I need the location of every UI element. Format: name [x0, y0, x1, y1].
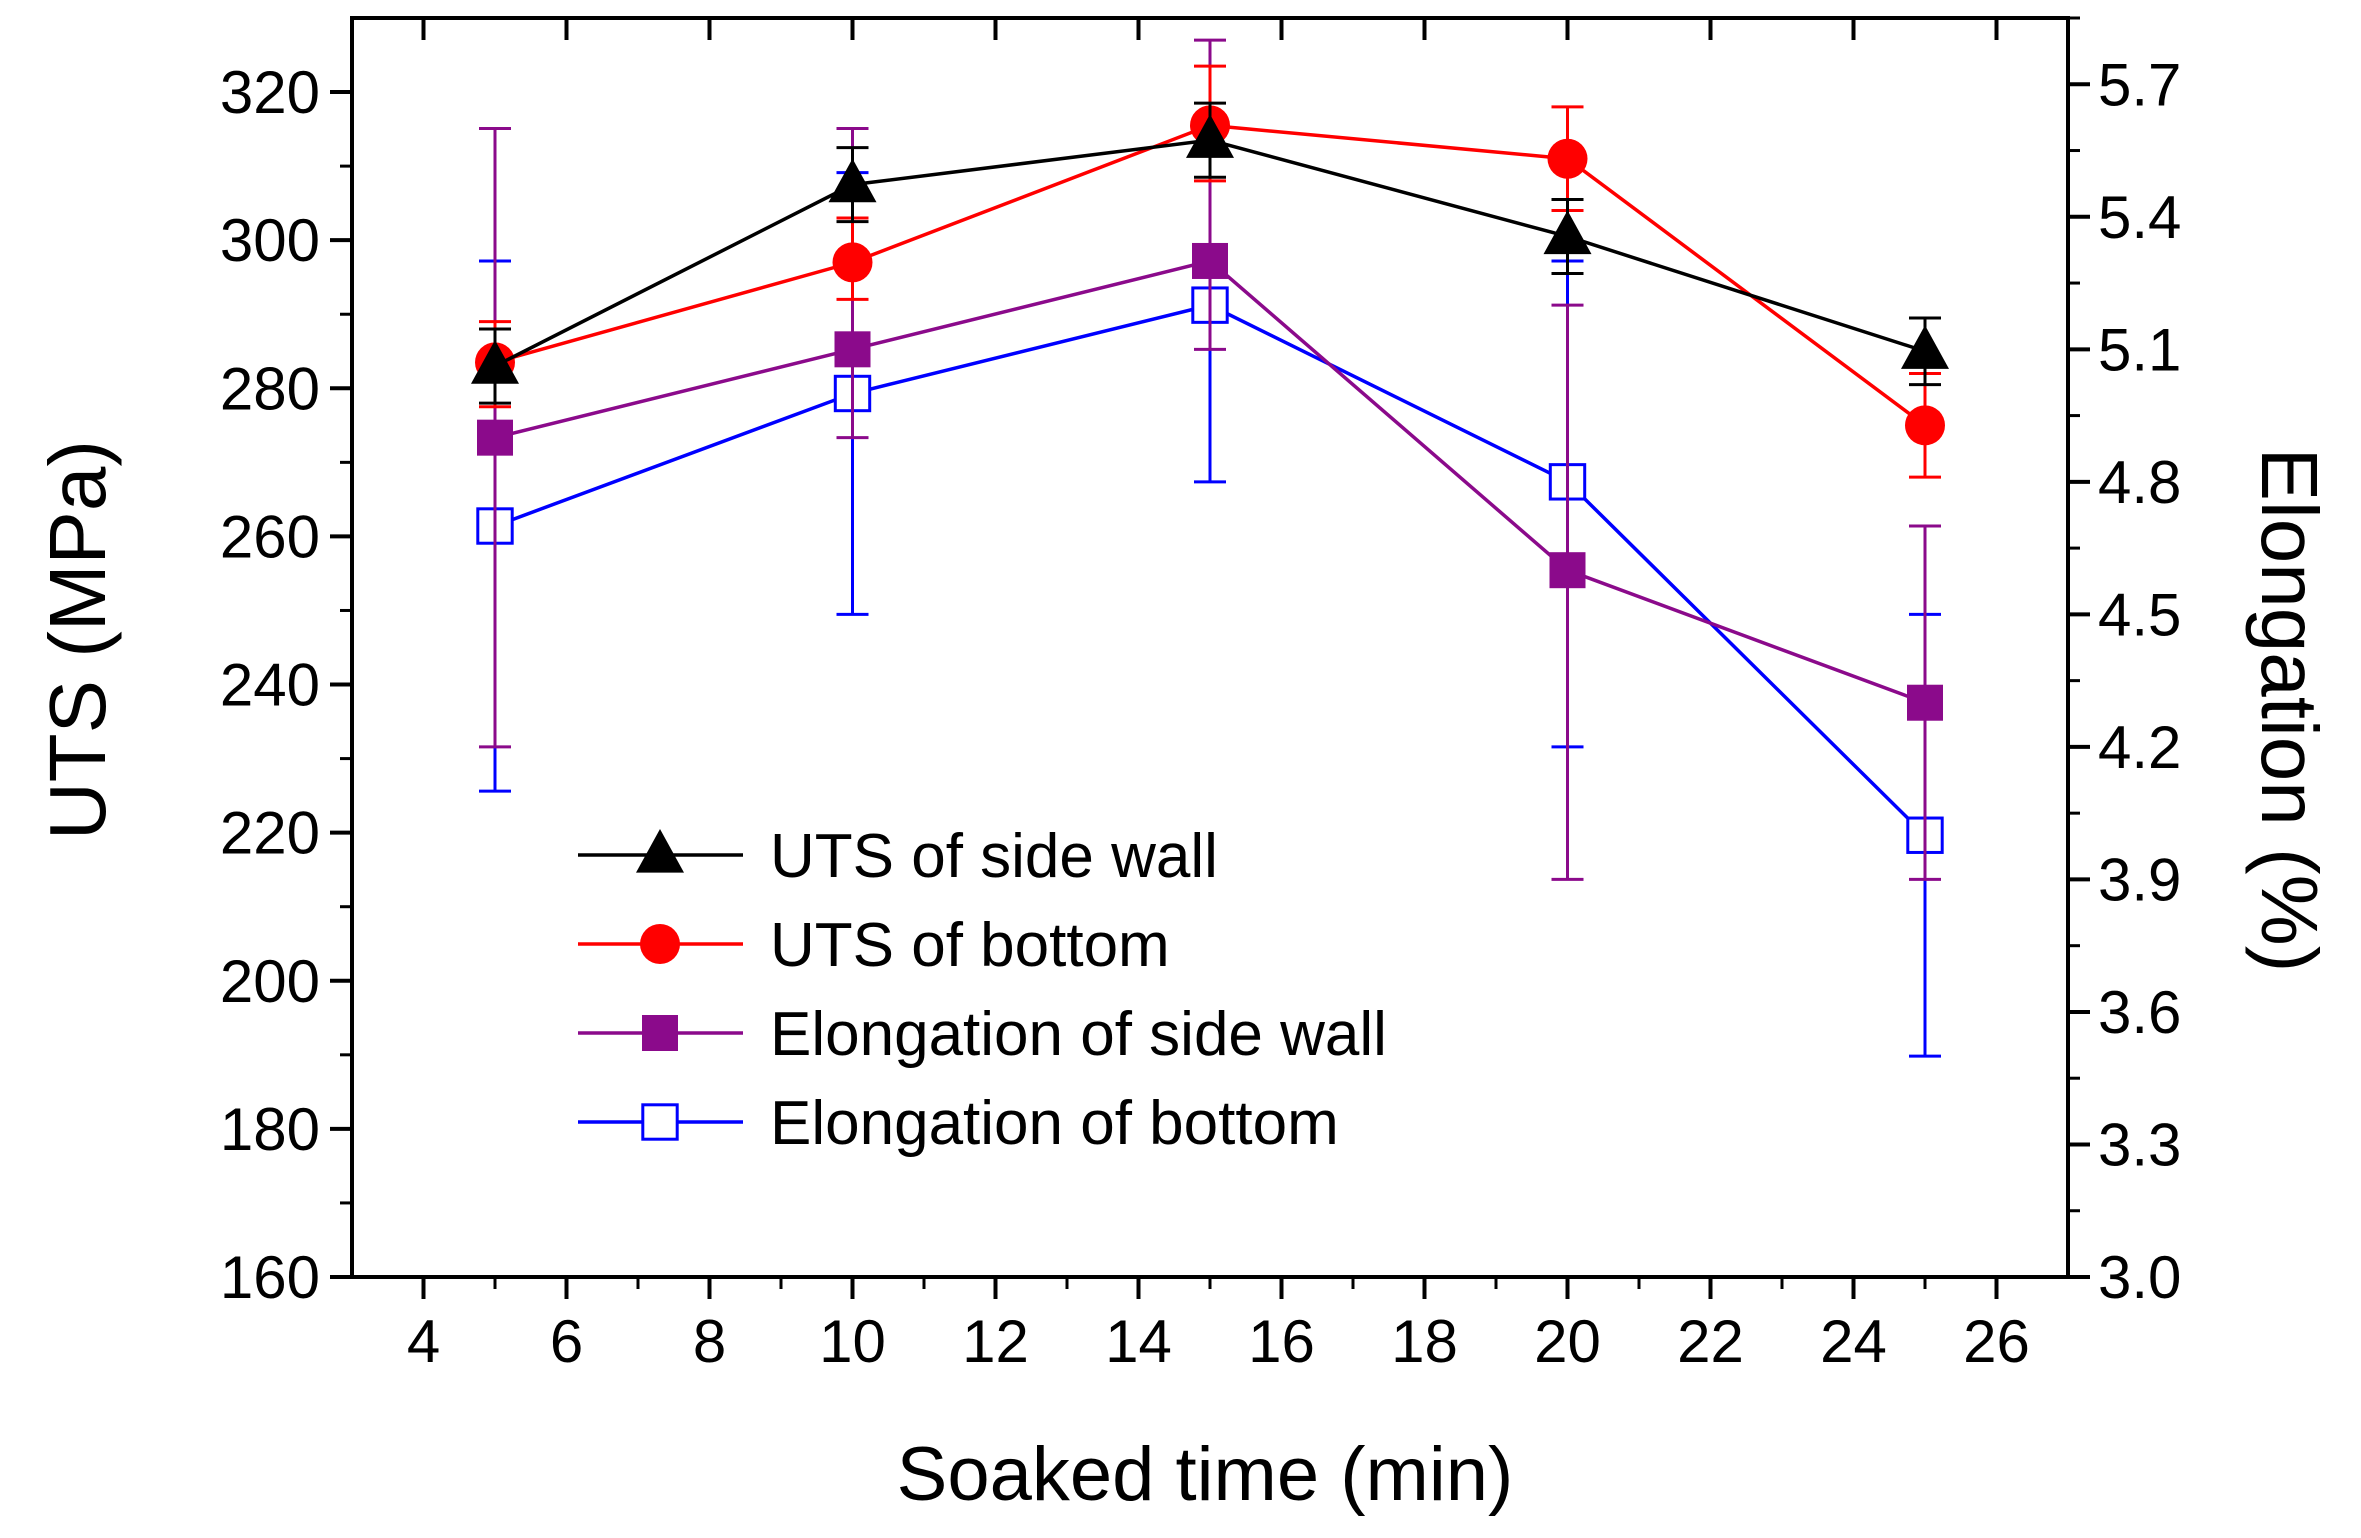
- legend-label: UTS of bottom: [770, 911, 1170, 980]
- x-tick-label: 12: [962, 1308, 1029, 1375]
- y-right-tick-label: 5.7: [2098, 51, 2181, 118]
- x-tick-label: 6: [550, 1308, 583, 1375]
- y-right-tick-label: 3.9: [2098, 846, 2181, 913]
- legend: UTS of side wall UTS of bottom Elongation …: [578, 822, 1387, 1158]
- data-point-circle: [1547, 138, 1588, 179]
- y-axis-right: 3.0 3.3 3.6 3.9 4.2 4.5 4.8 5.1 5.4 5.7: [2068, 16, 2181, 1311]
- data-point-triangle: [1543, 210, 1592, 255]
- y-left-tick-label: 280: [220, 355, 320, 422]
- x-tick-label: 24: [1820, 1308, 1887, 1375]
- x-tick-label: 14: [1105, 1308, 1172, 1375]
- data-point-square: [834, 331, 871, 368]
- legend-label: UTS of side wall: [770, 822, 1218, 891]
- data-point-triangle: [471, 340, 519, 384]
- data-point-circle: [1905, 405, 1945, 446]
- y-right-tick-label: 3.0: [2098, 1244, 2181, 1311]
- x-tick-label: 22: [1677, 1308, 1744, 1375]
- x-tick-label: 16: [1248, 1308, 1315, 1375]
- legend-label: Elongation of bottom: [770, 1089, 1339, 1158]
- data-point-square: [477, 419, 513, 456]
- y-left-tick-label: 300: [220, 207, 320, 274]
- y-axis-left-title: UTS (MPa): [33, 440, 122, 840]
- x-axis: 4 6 8 10 12 14 16 18 20 22 24 26: [407, 18, 2030, 1375]
- data-point-circle: [640, 924, 680, 964]
- y-right-tick-label: 4.5: [2098, 581, 2181, 648]
- x-tick-label: 18: [1391, 1308, 1458, 1375]
- data-point-circle: [832, 242, 873, 283]
- x-tick-label: 20: [1534, 1308, 1601, 1375]
- series-elongation-of-side-wall: [477, 38, 1943, 881]
- x-tick-label: 26: [1963, 1308, 2030, 1375]
- y-left-tick-label: 220: [220, 800, 320, 867]
- y-left-tick-label: 160: [220, 1244, 320, 1311]
- y-left-tick-label: 320: [220, 59, 320, 126]
- y-right-tick-label: 3.6: [2098, 979, 2181, 1046]
- y-right-tick-label: 3.3: [2098, 1111, 2181, 1178]
- series-uts-of-side-wall: [471, 101, 1949, 405]
- y-right-tick-label: 5.4: [2098, 184, 2181, 251]
- y-axis-right-title: Elongation (%): [2245, 448, 2334, 973]
- y-right-tick-label: 4.2: [2098, 714, 2181, 781]
- data-point-triangle: [1901, 325, 1949, 369]
- x-axis-title: Soaked time (min): [897, 1432, 1514, 1517]
- x-tick-label: 4: [407, 1308, 440, 1375]
- data-point-square: [1549, 552, 1586, 589]
- y-left-tick-label: 200: [220, 948, 320, 1015]
- legend-label: Elongation of side wall: [770, 1000, 1387, 1069]
- y-left-tick-label: 260: [220, 503, 320, 570]
- y-left-tick-label: 180: [220, 1096, 320, 1163]
- data-point-triangle: [1186, 114, 1234, 158]
- data-point-square: [1907, 684, 1943, 721]
- data-point-square: [1192, 242, 1228, 279]
- data-point-open-square: [641, 1103, 679, 1141]
- data-point-square: [642, 1015, 678, 1051]
- y-right-tick-label: 5.1: [2098, 316, 2181, 383]
- y-axis-left: 160 180 200 220 240 260 280 300 320: [220, 59, 352, 1311]
- data-point-triangle: [828, 158, 877, 203]
- data-point-triangle: [636, 828, 684, 873]
- x-tick-label: 8: [693, 1308, 726, 1375]
- x-tick-label: 10: [819, 1308, 886, 1375]
- series-layer: [471, 38, 1949, 1058]
- y-left-tick-label: 240: [220, 652, 320, 719]
- y-right-tick-label: 4.8: [2098, 449, 2181, 516]
